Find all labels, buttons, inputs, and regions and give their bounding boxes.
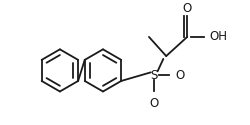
Text: O: O [182, 2, 192, 15]
Text: O: O [176, 69, 185, 82]
Text: S: S [150, 69, 158, 82]
Text: OH: OH [209, 30, 227, 43]
Text: O: O [149, 97, 158, 110]
